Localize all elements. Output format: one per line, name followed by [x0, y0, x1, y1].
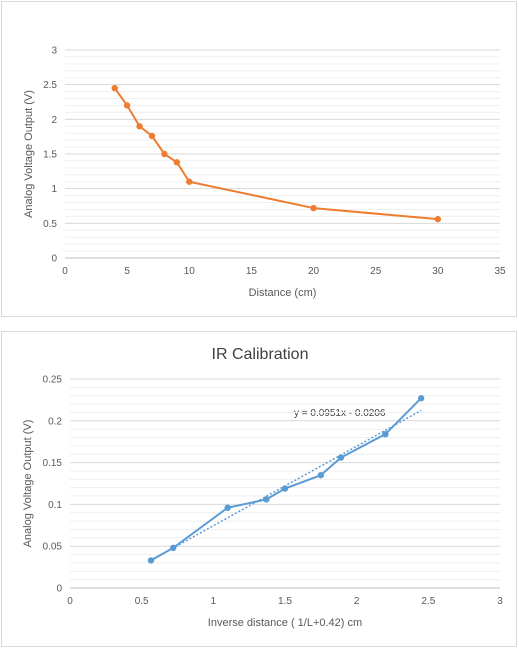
x-tick-label: 15 [246, 266, 258, 277]
x-tick-label: 35 [494, 266, 506, 277]
x-tick-label: 1.5 [278, 596, 292, 607]
trendline [150, 409, 422, 561]
data-point [147, 557, 155, 564]
x-tick-label: 0 [62, 266, 68, 277]
x-tick-label: 5 [124, 266, 130, 277]
ir-calibration-chart: IR Calibration y = 0.0951x - 0.0206 0 0.0… [1, 331, 517, 647]
y-axis-title: Analog Voltage Output (V) [23, 90, 35, 218]
data-point [170, 544, 177, 552]
data-point [317, 471, 325, 479]
trendline-equation: y = 0.0951x - 0.0206 [294, 408, 386, 419]
y-tick-label: 3 [51, 46, 57, 57]
data-point [417, 395, 425, 402]
data-point [123, 102, 131, 109]
x-tick-label: 2 [354, 596, 360, 607]
y-tick-label: 1.5 [43, 150, 57, 161]
chart-title: IR Calibration [212, 346, 309, 363]
y-tick-label: 0.2 [48, 416, 62, 427]
data-point [310, 204, 317, 212]
x-tick-label: 2.5 [421, 596, 435, 607]
y-tick-label: 0.15 [43, 458, 63, 469]
y-tick-label: 0.25 [43, 375, 63, 386]
x-tick-label: 30 [432, 266, 444, 277]
data-point [337, 454, 345, 461]
data-point [186, 178, 193, 185]
data-point [382, 430, 389, 438]
x-axis-title: Distance (cm) [249, 287, 317, 299]
ir-calibration-plot: IR Calibration y = 0.0951x - 0.0206 0 0.0… [22, 346, 503, 629]
data-point [161, 150, 168, 158]
data-point [434, 215, 442, 223]
x-tick-label: 0 [67, 596, 73, 607]
y-tick-label: 0.05 [43, 542, 63, 553]
data-point [136, 123, 143, 130]
y-tick-label: 2 [51, 115, 57, 126]
y-tick-label: 0.1 [48, 500, 62, 511]
data-point [224, 504, 231, 511]
x-tick-label: 0.5 [135, 596, 149, 607]
distance-voltage-chart: 0 0.5 1 1.5 2 2.5 3 0 5 10 15 20 25 30 35 Distance (cm)… [1, 1, 517, 317]
data-point [281, 485, 289, 492]
y-axis-title: Analog Voltage Output (V) [22, 420, 34, 548]
data-point [111, 84, 118, 92]
x-tick-label: 1 [211, 596, 217, 607]
x-tick-label: 10 [184, 266, 196, 277]
x-axis-title: Inverse distance ( 1/L+0.42) cm [208, 617, 362, 629]
x-tick-label: 25 [370, 266, 382, 277]
y-tick-label: 0 [56, 584, 62, 595]
x-tick-label: 20 [308, 266, 320, 277]
y-tick-label: 0.5 [43, 219, 57, 230]
y-tick-label: 0 [51, 254, 57, 265]
x-tick-label: 3 [497, 596, 503, 607]
y-tick-label: 1 [51, 184, 57, 195]
data-point [148, 132, 156, 140]
data-point [263, 496, 270, 503]
y-tick-label: 2.5 [43, 80, 57, 91]
data-point [173, 159, 181, 166]
